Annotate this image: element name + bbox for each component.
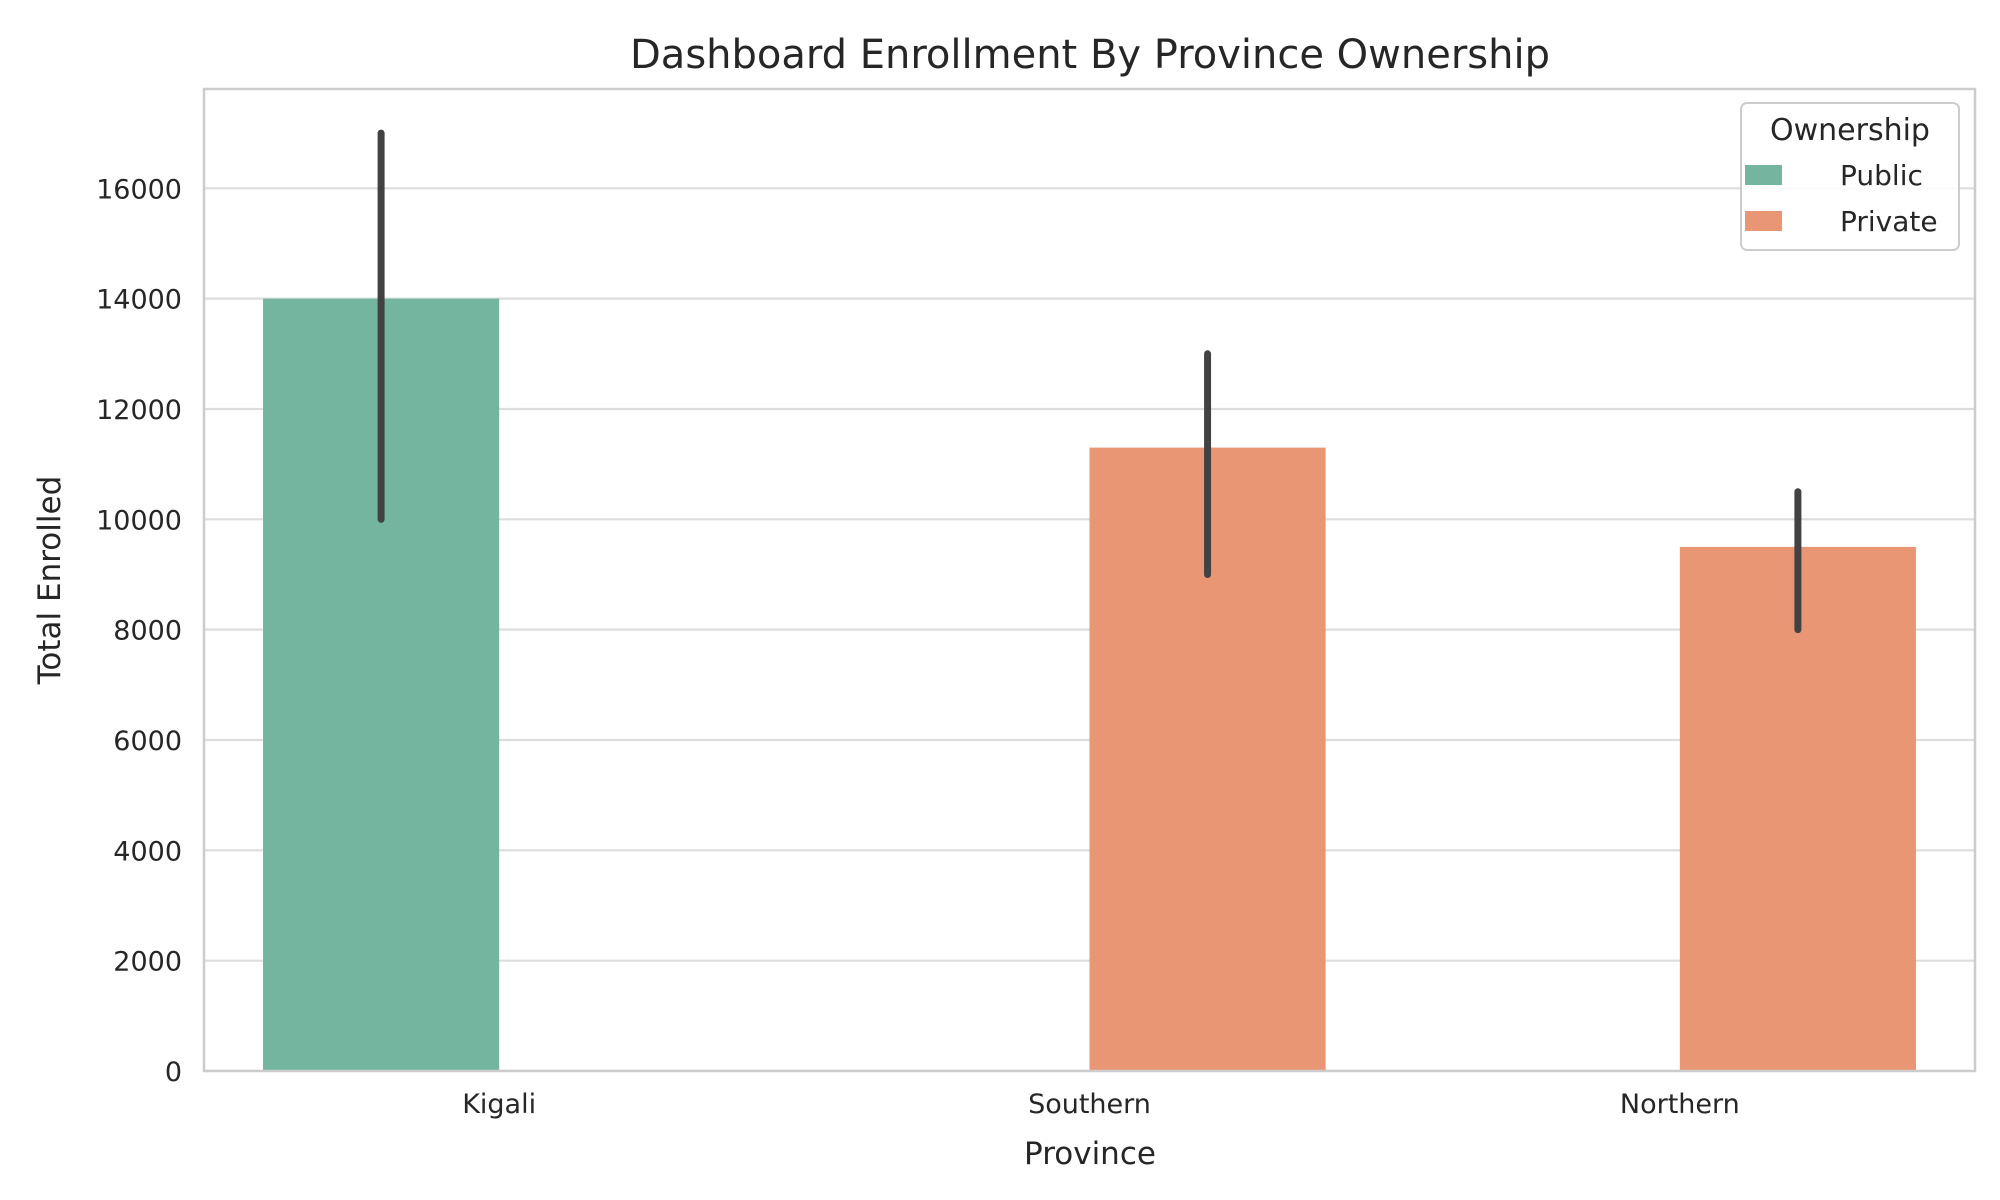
- legend[interactable]: Ownership Public Private: [1740, 102, 1960, 251]
- y-axis-title: Total Enrolled: [32, 476, 68, 686]
- y-tick-label: 6000: [113, 726, 182, 757]
- chart-title: Dashboard Enrollment By Province Ownersh…: [630, 32, 1550, 78]
- y-tick-label: 0: [165, 1057, 182, 1088]
- y-tick-label: 2000: [113, 947, 182, 978]
- y-tick-label: 12000: [96, 395, 182, 426]
- y-tick-label: 8000: [113, 616, 182, 647]
- x-tick-label: Northern: [1620, 1089, 1740, 1120]
- y-tick-labels: 0 2000 4000 6000 8000 10000 12000 14000 16000: [96, 174, 182, 1088]
- y-tick-label: 14000: [96, 285, 182, 316]
- y-tick-label: 10000: [96, 505, 182, 536]
- y-tick-label: 4000: [113, 836, 182, 867]
- x-tick-labels: Kigali Southern Northern: [462, 1089, 1740, 1120]
- x-axis-title: Province: [1024, 1136, 1156, 1172]
- x-tick-label: Kigali: [462, 1089, 536, 1120]
- legend-frame: [1740, 102, 1960, 251]
- error-bars: [377, 129, 1802, 634]
- x-tick-label: Southern: [1028, 1089, 1151, 1120]
- legend-title: Ownership: [1770, 113, 1930, 148]
- y-tick-label: 16000: [96, 174, 182, 205]
- plot-frame: [202, 87, 1977, 1073]
- legend-label-public: Public: [1840, 159, 1923, 192]
- legend-swatch-public: [1745, 165, 1782, 185]
- bar-private-northern: [1679, 546, 1916, 1071]
- legend-swatch-private: [1745, 211, 1782, 231]
- legend-label-private: Private: [1840, 205, 1938, 238]
